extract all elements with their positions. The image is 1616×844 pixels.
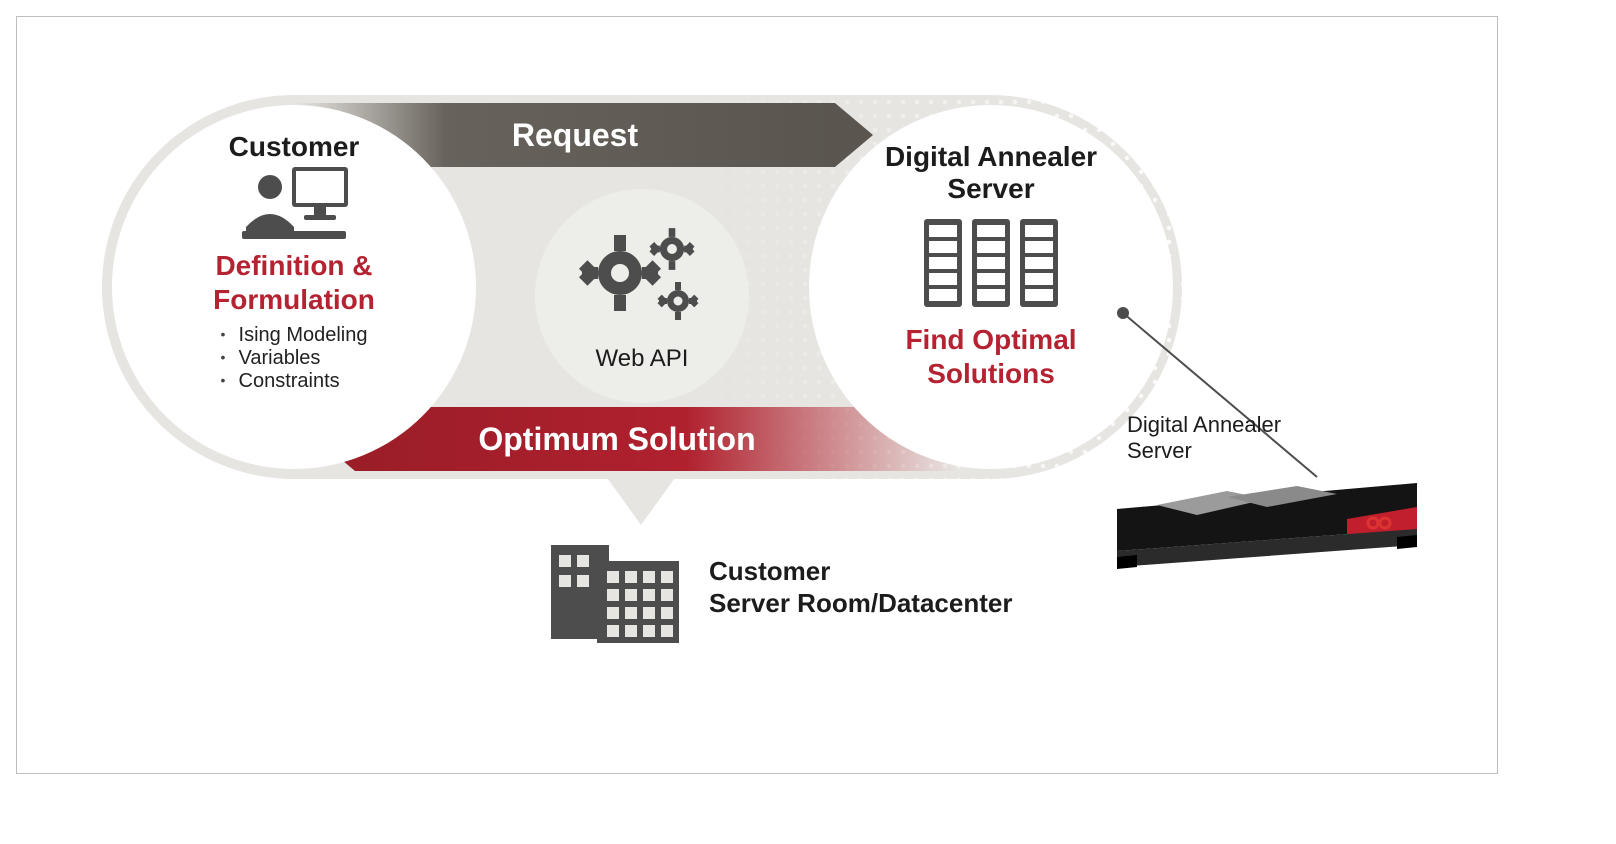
webapi-label: Web API: [596, 345, 689, 373]
user-computer-icon: [234, 163, 354, 243]
callout-label: Digital Annealer Server: [1127, 412, 1281, 465]
customer-bullets: Ising Modeling Variables Constraints: [221, 324, 368, 393]
annealer-subtitle: Find Optimal Solutions: [905, 323, 1076, 390]
webapi-node: Web API: [535, 189, 749, 403]
datacenter-label: Customer Server Room/Datacenter: [709, 555, 1012, 620]
annealer-node: Digital Annealer Server: [809, 105, 1173, 469]
customer-subtitle: Definition & Formulation: [213, 249, 375, 316]
annealer-title: Digital Annealer Server: [885, 141, 1097, 205]
diagram-frame: Request Optimum Solution Customer: [16, 16, 1498, 774]
buildings-icon: [547, 527, 687, 647]
capsule-tail: [605, 475, 677, 525]
datacenter-block: Customer Server Room/Datacenter: [547, 527, 1012, 647]
server-racks-icon: [916, 213, 1066, 313]
customer-node: Customer Definition & Formulation Ising: [112, 105, 476, 469]
customer-title: Customer: [229, 131, 360, 163]
bullet-item: Variables: [221, 347, 368, 370]
gears-icon: [572, 219, 712, 339]
bullet-item: Constraints: [221, 370, 368, 393]
server-hardware-image: [1117, 479, 1417, 569]
bullet-item: Ising Modeling: [221, 324, 368, 347]
